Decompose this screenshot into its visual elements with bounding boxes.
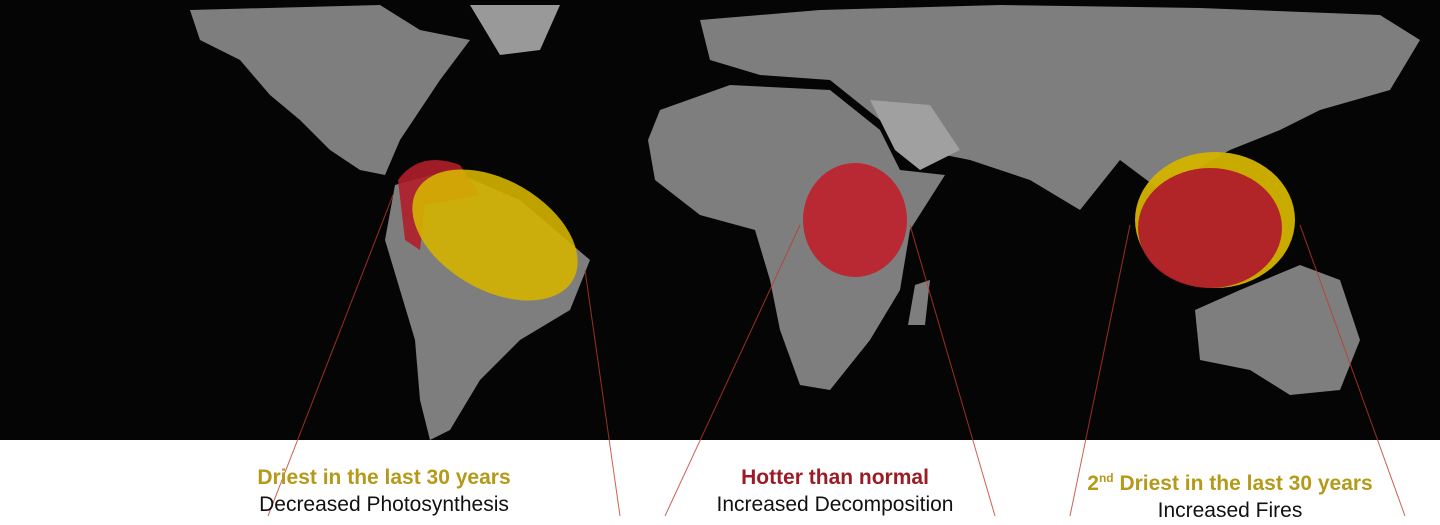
title-prefix: 2 — [1087, 472, 1099, 495]
continents — [190, 5, 1420, 440]
arabia — [870, 100, 960, 170]
australia — [1195, 265, 1360, 395]
indonesia-label: 2nd Driest in the last 30 years Increase… — [1020, 465, 1440, 525]
europe-asia — [700, 5, 1420, 210]
amazon-dry-region — [412, 169, 578, 301]
amazon-title: Driest in the last 30 years — [257, 466, 511, 489]
greenland — [470, 5, 560, 55]
africa — [648, 85, 945, 390]
callout-lines — [267, 194, 1406, 516]
madagascar — [908, 280, 930, 325]
north-america — [190, 5, 470, 175]
africa-label: Hotter than normal Increased Decompositi… — [625, 465, 1045, 519]
amazon-label: Driest in the last 30 years Decreased Ph… — [174, 465, 594, 519]
title-superscript: nd — [1098, 471, 1114, 485]
africa-subtitle: Increased Decomposition — [716, 493, 954, 516]
africa-hot-region — [803, 163, 907, 277]
indonesia-hot-region — [1138, 168, 1282, 288]
title-text: Driest in the last 30 years — [1113, 472, 1373, 495]
africa-title: Hotter than normal — [741, 466, 929, 489]
amazon-subtitle: Decreased Photosynthesis — [259, 493, 509, 516]
indonesia-subtitle: Increased Fires — [1157, 499, 1303, 522]
indonesia-title: 2nd Driest in the last 30 years — [1020, 465, 1440, 497]
